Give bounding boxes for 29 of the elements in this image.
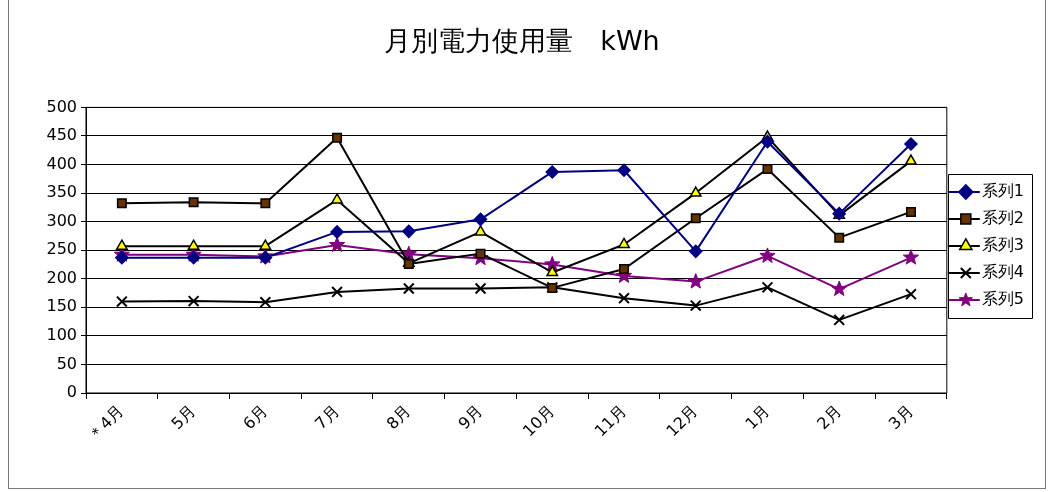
y-tick-label: 450 [46,125,77,145]
x-tick-label: ＊4月 [84,401,128,445]
chart-title: 月別電力使用量 kWh [384,25,660,57]
x-tick-label: 7月 [310,401,343,434]
y-tick-label: 350 [46,182,77,202]
x-tick-label: 11月 [590,401,630,441]
x-tick-label: 6月 [239,401,272,434]
legend-label: 系列1 [981,181,1025,201]
x-tick-label: 9月 [454,401,487,434]
x-tick-label: 8月 [382,401,415,434]
y-tick-label: 150 [46,296,77,316]
x-tick-label: 1月 [741,401,774,434]
x-tick-label: 12月 [662,401,702,441]
y-tick-label: 300 [46,210,77,230]
y-tick-label: 0 [66,382,77,402]
y-tick-label: 400 [46,153,77,173]
x-tick-label: 5月 [167,401,200,434]
legend-label: 系列4 [981,262,1025,282]
y-tick-label: 200 [46,267,77,287]
x-tick-label: 10月 [518,401,559,441]
y-tick-label: 50 [56,353,77,373]
legend-label: 系列2 [981,208,1025,228]
legend-label: 系列3 [981,235,1025,255]
x-tick-label: 3月 [884,401,917,434]
legend-label: 系列5 [981,289,1025,309]
y-tick-label: 500 [46,96,77,116]
x-tick-label: 2月 [813,401,845,434]
y-tick-label: 100 [46,325,77,345]
y-tick-label: 250 [46,239,77,259]
